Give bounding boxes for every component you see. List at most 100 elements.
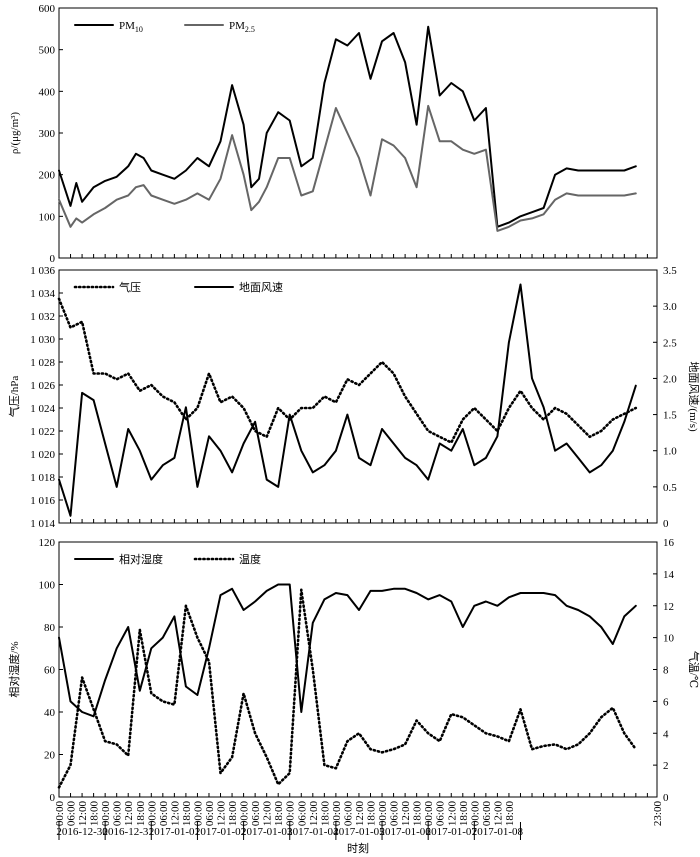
x-tick-label: 18:00 <box>504 801 516 827</box>
y-tick-label: 60 <box>44 665 56 677</box>
date-label: 2017-01-03 <box>241 826 293 838</box>
y2-tick-label: 2 <box>663 760 669 772</box>
x-tick-label: 12:00 <box>123 801 135 827</box>
x-tick-label: 00:00 <box>239 801 251 827</box>
x-tick-label: 23:00 <box>652 801 664 827</box>
y-tick-label: 500 <box>39 45 56 57</box>
y-tick-label: 1 030 <box>30 334 55 346</box>
y2-tick-label: 0.5 <box>663 482 677 494</box>
x-axis-title: 时刻 <box>347 841 369 855</box>
x-tick-label: 06:00 <box>112 801 124 827</box>
y2-tick-label: 0 <box>663 518 669 530</box>
y-tick-label: 1 022 <box>30 426 55 438</box>
y-tick-label: 0 <box>50 253 56 265</box>
y-tick-label: 1 034 <box>30 288 55 300</box>
x-tick-label: 12:00 <box>216 801 228 827</box>
x-tick-label: 00:00 <box>331 801 343 827</box>
pressure-wind-panel: 1 014 1 016 1 018 1 020 1 022 1 024 1 026 1 028… <box>7 265 700 530</box>
x-tick-label: 06:00 <box>435 801 447 827</box>
x-tick-label: 06:00 <box>389 801 401 827</box>
x-tick-label: 00:00 <box>377 801 389 827</box>
legend-label: 相对湿度 <box>119 552 163 566</box>
x-tick-label: 06:00 <box>296 801 308 827</box>
x-tick-label: 00:00 <box>469 801 481 827</box>
x-tick-label: 18:00 <box>412 801 424 827</box>
y2-tick-label: 1.0 <box>663 446 677 458</box>
y2-tick-label: 8 <box>663 665 669 677</box>
x-tick-label: 18:00 <box>135 801 147 827</box>
y-tick-label: 80 <box>44 622 56 634</box>
y-tick-label: 1 020 <box>30 449 55 461</box>
series-line-1 <box>57 297 638 444</box>
x-tick-label: 06:00 <box>158 801 170 827</box>
date-label: 2016-12-31 <box>103 826 154 838</box>
x-tick-label: 18:00 <box>227 801 239 827</box>
plot-frame <box>58 269 658 524</box>
x-tick-label: 12:00 <box>400 801 412 827</box>
date-label: 2017-01-05 <box>333 826 385 838</box>
y-tick-label: 200 <box>39 170 56 182</box>
date-label: 2017-01-01 <box>149 826 200 838</box>
y2-axis-title: 地面风速/(m/s) <box>687 361 700 432</box>
y-tick-label: 1 016 <box>30 495 55 507</box>
y-tick-label: 1 014 <box>30 518 55 530</box>
x-tick-label: 18:00 <box>89 801 101 827</box>
y-axis-title: 气压/hPa <box>7 376 21 418</box>
x-tick-label: 06:00 <box>66 801 78 827</box>
series-line-2 <box>57 588 638 789</box>
date-label: 2017-01-07 <box>426 826 478 838</box>
x-tick-label: 12:00 <box>77 801 89 827</box>
y-tick-label: 20 <box>44 750 56 762</box>
y-tick-label: 400 <box>39 86 56 98</box>
x-tick-label: 06:00 <box>204 801 216 827</box>
y2-tick-label: 14 <box>663 569 675 581</box>
date-label: 2017-01-08 <box>472 826 524 838</box>
y2-tick-label: 2.5 <box>663 337 677 349</box>
x-tick-label: 12:00 <box>492 801 504 827</box>
plot-frame <box>58 541 658 798</box>
x-tick-label: 18:00 <box>365 801 377 827</box>
y2-tick-label: 16 <box>663 537 675 549</box>
y-tick-label: 100 <box>39 211 56 223</box>
legend-label: 地面风速 <box>239 281 283 294</box>
x-tick-label: 12:00 <box>169 801 181 827</box>
y-axis-title: ρ/(μg/m³) <box>9 112 21 155</box>
x-tick-label: 18:00 <box>458 801 470 827</box>
x-tick-label: 12:00 <box>262 801 274 827</box>
y-tick-label: 1 028 <box>30 357 55 369</box>
x-tick-label: 00:00 <box>54 801 66 827</box>
humidity-temperature-panel: 0 20 40 60 80 100 120 0 2 4 6 8 10 12 14 16 相对湿度/% 气温/℃ 相对… <box>7 537 700 804</box>
y-tick-label: 1 036 <box>30 265 55 277</box>
y2-tick-label: 4 <box>663 728 669 740</box>
y-axis-title: 相对湿度/% <box>7 641 21 697</box>
plot-frame <box>58 7 658 259</box>
y2-tick-label: 0 <box>663 792 669 804</box>
series-line-1 <box>58 25 637 228</box>
x-tick-label: 06:00 <box>250 801 262 827</box>
y2-tick-label: 1.5 <box>663 410 677 422</box>
x-tick-label: 12:00 <box>446 801 458 827</box>
y-tick-label: 1 018 <box>30 472 55 484</box>
y-tick-label: 300 <box>39 128 56 140</box>
y-tick-label: 0 <box>50 792 56 804</box>
y2-tick-label: 3.0 <box>663 301 677 313</box>
date-label: 2016-12-30 <box>56 826 108 838</box>
y2-axis-title: 气温/℃ <box>687 651 700 688</box>
y2-tick-label: 3.5 <box>663 265 677 277</box>
legend-label: PM10 <box>119 20 143 34</box>
x-tick-label: 18:00 <box>273 801 285 827</box>
x-tick-label: 18:00 <box>319 801 331 827</box>
date-label: 2017-01-06 <box>379 826 431 838</box>
x-tick-label: 00:00 <box>192 801 204 827</box>
legend-label: PM2.5 <box>229 20 255 34</box>
y-tick-label: 40 <box>44 707 56 719</box>
series-line-1 <box>58 583 637 718</box>
x-tick-label: 00:00 <box>100 801 112 827</box>
y2-tick-label: 12 <box>663 601 674 613</box>
x-tick-label: 12:00 <box>308 801 320 827</box>
x-tick-label: 00:00 <box>285 801 297 827</box>
date-label: 2017-01-02 <box>195 826 246 838</box>
x-tick-label: 06:00 <box>342 801 354 827</box>
y-tick-label: 1 024 <box>30 403 55 415</box>
